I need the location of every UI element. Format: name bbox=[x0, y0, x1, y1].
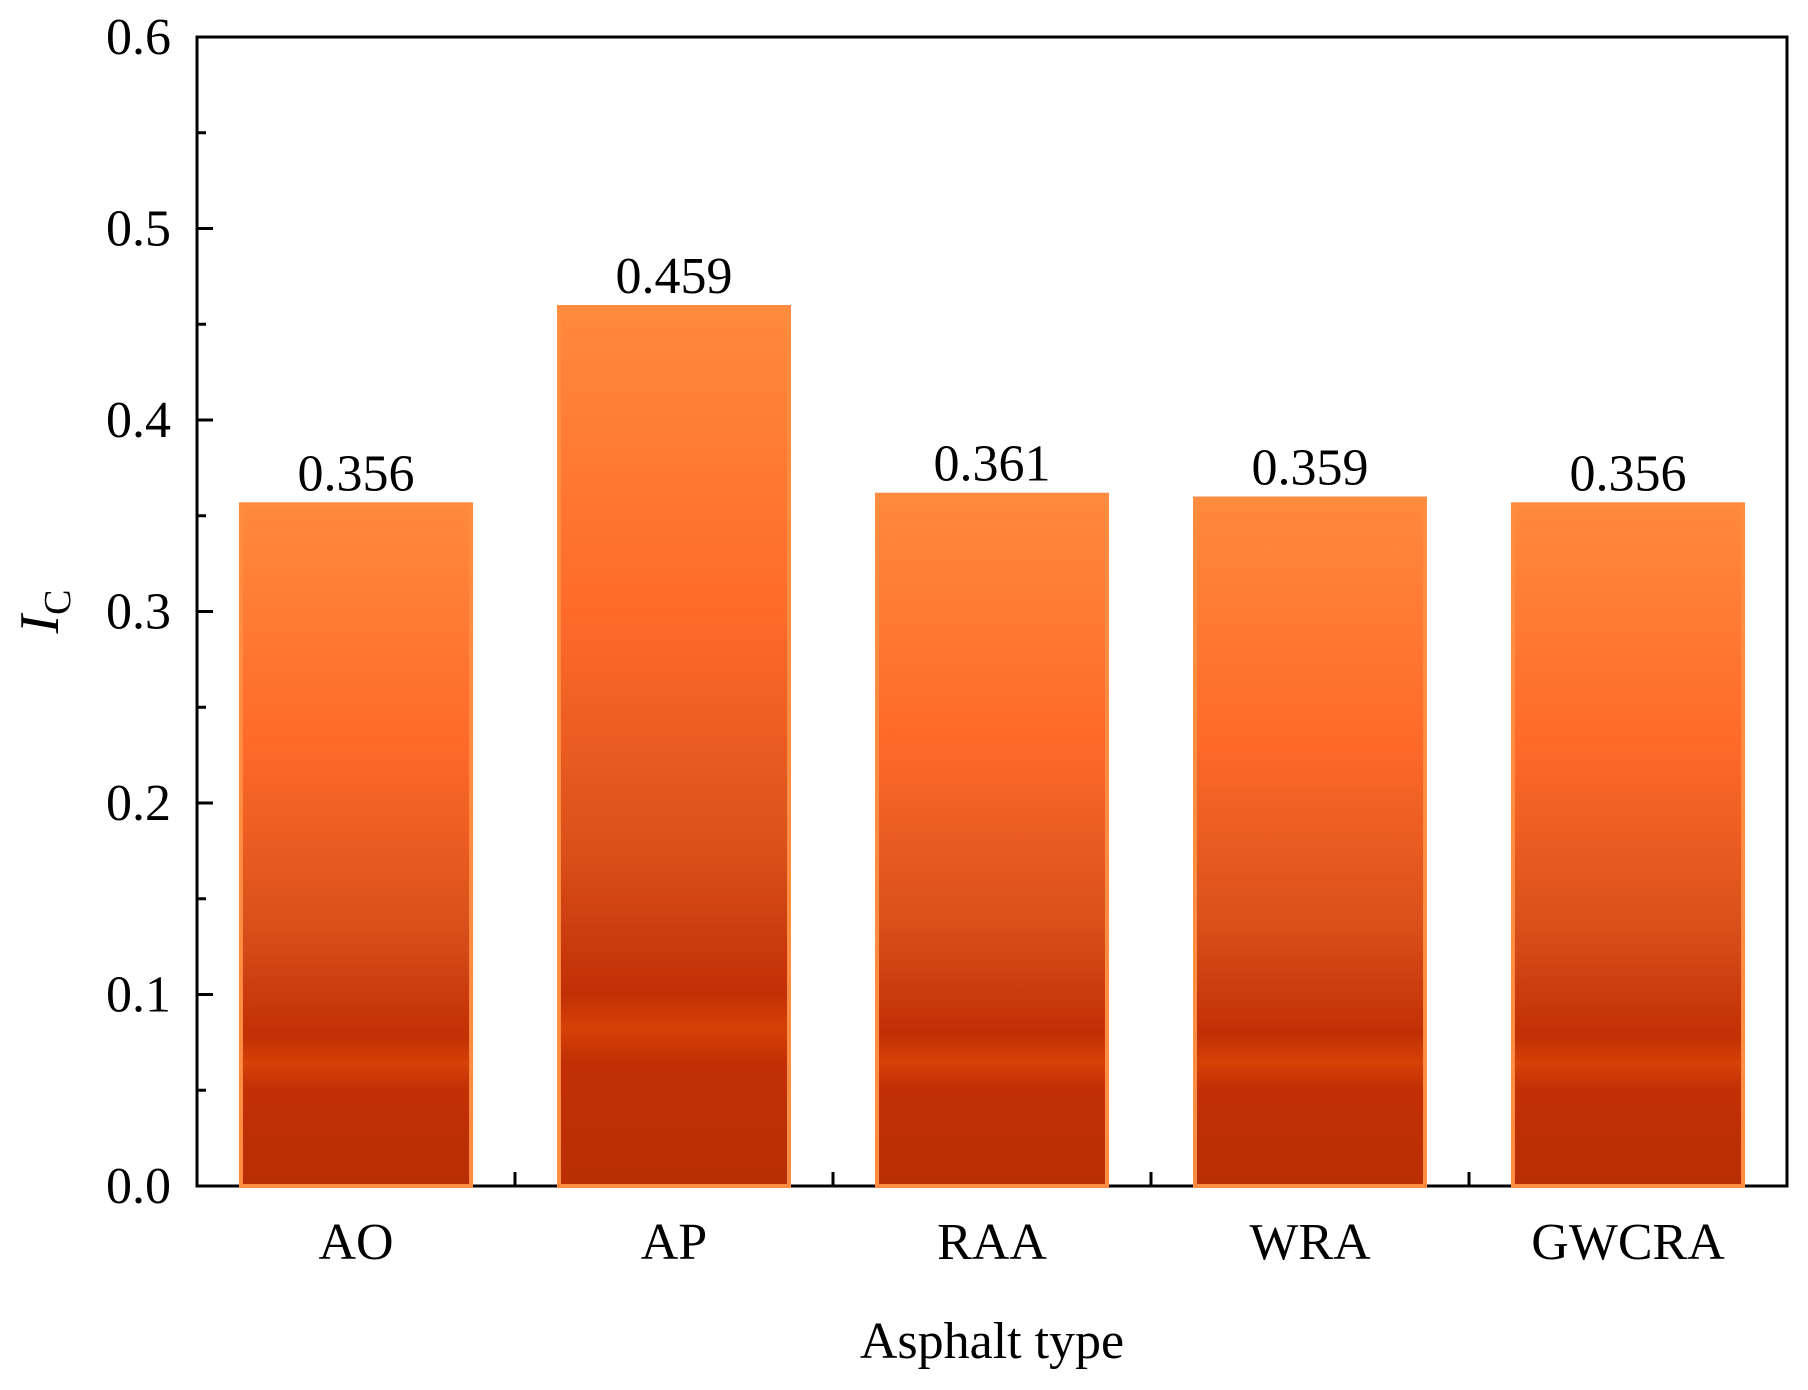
y-tick-label: 0.6 bbox=[106, 9, 171, 66]
y-axis-title: IC bbox=[9, 589, 79, 634]
y-tick-label: 0.5 bbox=[106, 201, 171, 258]
bar-gwcra bbox=[1511, 502, 1745, 1188]
data-label-gwcra: 0.356 bbox=[1570, 445, 1687, 502]
y-tick-label: 0.3 bbox=[106, 584, 171, 641]
bar-wra bbox=[1193, 496, 1427, 1188]
data-label-ao: 0.356 bbox=[298, 445, 415, 502]
x-axis: AO AP RAA WRA GWCRA bbox=[318, 1172, 1725, 1271]
bar-raa bbox=[875, 492, 1109, 1188]
data-label-raa: 0.361 bbox=[934, 436, 1051, 493]
x-tick-label-ap: AP bbox=[641, 1214, 707, 1271]
x-tick-label-gwcra: GWCRA bbox=[1531, 1214, 1725, 1271]
x-axis-title: Asphalt type bbox=[860, 1313, 1124, 1370]
y-axis-title-sub: C bbox=[37, 589, 79, 614]
bar-ap bbox=[557, 305, 791, 1188]
y-tick-label: 0.4 bbox=[106, 392, 171, 449]
y-tick-label: 0.0 bbox=[106, 1158, 171, 1215]
y-tick-label: 0.2 bbox=[106, 775, 171, 832]
x-tick-label-wra: WRA bbox=[1249, 1214, 1371, 1271]
data-label-wra: 0.359 bbox=[1252, 440, 1369, 497]
y-tick-label: 0.1 bbox=[106, 967, 171, 1024]
x-tick-label-ao: AO bbox=[318, 1214, 393, 1271]
data-label-ap: 0.459 bbox=[616, 248, 733, 305]
bars-group: 0.356 0.459 0.361 0.359 0.356 bbox=[239, 248, 1745, 1188]
y-axis-title-main: I bbox=[9, 613, 71, 635]
x-tick-label-raa: RAA bbox=[937, 1214, 1047, 1271]
bar-ao bbox=[239, 502, 473, 1188]
y-axis: 0.0 0.1 0.2 0.3 0.4 0.5 0.6 bbox=[106, 9, 213, 1215]
